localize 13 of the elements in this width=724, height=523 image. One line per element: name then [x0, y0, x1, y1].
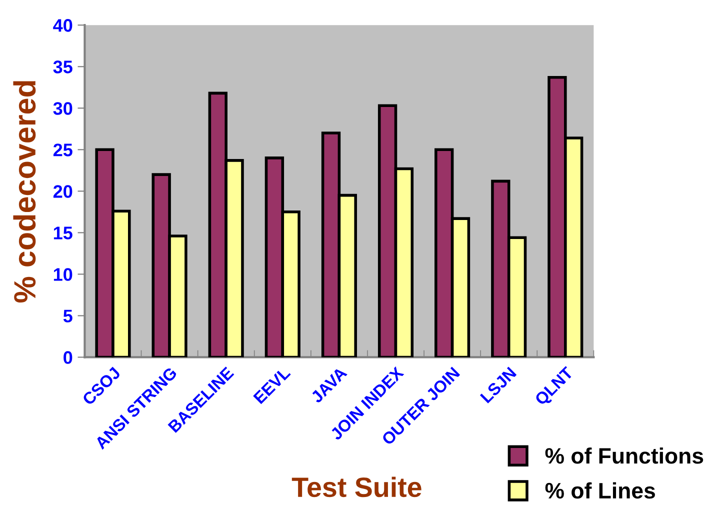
y-tick-label: 0	[64, 351, 72, 364]
y-axis-title: % codecovered	[13, 81, 36, 302]
legend-label: % of Lines	[545, 482, 655, 499]
y-tick-label: 25	[53, 144, 72, 156]
y-tick-label: 30	[53, 102, 72, 115]
legend-label: % of Functions	[545, 447, 704, 464]
y-tick-label: 5	[63, 310, 72, 322]
y-tick-label: 35	[53, 60, 72, 74]
y-tick-label: 20	[53, 185, 72, 198]
y-tick-label: 15	[54, 226, 72, 240]
x-axis-title: Test Suite	[292, 476, 422, 498]
y-tick-label: 40	[53, 19, 72, 32]
y-tick-label: 10	[54, 268, 72, 281]
